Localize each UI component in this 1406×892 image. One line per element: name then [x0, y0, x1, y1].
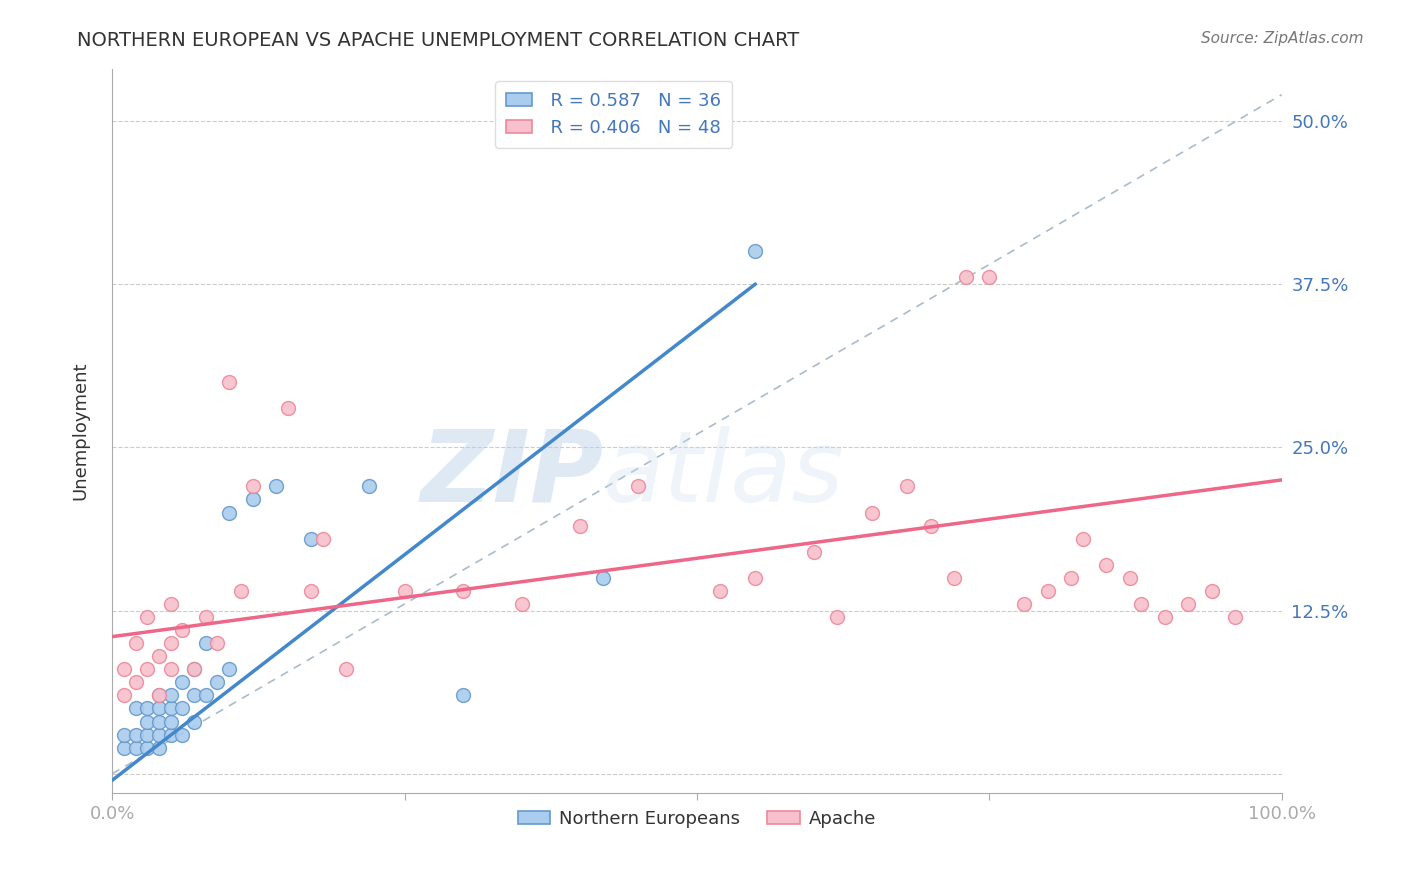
- Point: [136, 740, 159, 755]
- Point: [627, 479, 650, 493]
- Point: [136, 714, 159, 729]
- Point: [1095, 558, 1118, 572]
- Point: [183, 714, 205, 729]
- Point: [451, 583, 474, 598]
- Point: [218, 662, 240, 676]
- Point: [943, 571, 966, 585]
- Point: [136, 701, 159, 715]
- Point: [207, 675, 229, 690]
- Point: [183, 662, 205, 676]
- Point: [172, 728, 194, 742]
- Point: [1014, 597, 1036, 611]
- Point: [148, 740, 170, 755]
- Text: atlas: atlas: [603, 425, 845, 523]
- Point: [242, 492, 264, 507]
- Point: [277, 401, 299, 415]
- Point: [124, 701, 146, 715]
- Point: [299, 583, 322, 598]
- Point: [744, 571, 766, 585]
- Point: [744, 244, 766, 259]
- Point: [148, 701, 170, 715]
- Point: [312, 532, 335, 546]
- Point: [335, 662, 357, 676]
- Point: [1036, 583, 1059, 598]
- Point: [148, 728, 170, 742]
- Point: [159, 597, 181, 611]
- Point: [112, 689, 135, 703]
- Point: [159, 701, 181, 715]
- Point: [229, 583, 252, 598]
- Point: [112, 728, 135, 742]
- Point: [242, 479, 264, 493]
- Point: [194, 636, 217, 650]
- Point: [827, 610, 849, 624]
- Point: [1223, 610, 1246, 624]
- Point: [194, 610, 217, 624]
- Text: NORTHERN EUROPEAN VS APACHE UNEMPLOYMENT CORRELATION CHART: NORTHERN EUROPEAN VS APACHE UNEMPLOYMENT…: [77, 31, 800, 50]
- Point: [148, 649, 170, 664]
- Point: [860, 506, 883, 520]
- Point: [136, 610, 159, 624]
- Point: [1071, 532, 1094, 546]
- Point: [172, 701, 194, 715]
- Point: [1118, 571, 1140, 585]
- Point: [709, 583, 731, 598]
- Legend: Northern Europeans, Apache: Northern Europeans, Apache: [510, 803, 883, 835]
- Point: [218, 506, 240, 520]
- Point: [896, 479, 918, 493]
- Point: [569, 518, 592, 533]
- Point: [299, 532, 322, 546]
- Point: [1130, 597, 1153, 611]
- Point: [159, 728, 181, 742]
- Point: [1153, 610, 1175, 624]
- Point: [183, 689, 205, 703]
- Point: [510, 597, 533, 611]
- Point: [218, 375, 240, 389]
- Point: [148, 689, 170, 703]
- Point: [136, 662, 159, 676]
- Point: [955, 270, 977, 285]
- Point: [124, 636, 146, 650]
- Y-axis label: Unemployment: Unemployment: [72, 361, 89, 500]
- Point: [359, 479, 381, 493]
- Point: [172, 675, 194, 690]
- Point: [803, 545, 825, 559]
- Point: [136, 728, 159, 742]
- Point: [207, 636, 229, 650]
- Point: [920, 518, 942, 533]
- Point: [124, 740, 146, 755]
- Point: [159, 714, 181, 729]
- Point: [394, 583, 416, 598]
- Point: [148, 689, 170, 703]
- Point: [194, 689, 217, 703]
- Point: [451, 689, 474, 703]
- Point: [1201, 583, 1223, 598]
- Point: [112, 740, 135, 755]
- Point: [264, 479, 287, 493]
- Point: [124, 728, 146, 742]
- Point: [159, 689, 181, 703]
- Point: [1177, 597, 1199, 611]
- Point: [159, 636, 181, 650]
- Point: [148, 714, 170, 729]
- Text: Source: ZipAtlas.com: Source: ZipAtlas.com: [1201, 31, 1364, 46]
- Point: [124, 675, 146, 690]
- Point: [183, 662, 205, 676]
- Text: ZIP: ZIP: [420, 425, 603, 523]
- Point: [592, 571, 614, 585]
- Point: [112, 662, 135, 676]
- Point: [1060, 571, 1083, 585]
- Point: [979, 270, 1001, 285]
- Point: [159, 662, 181, 676]
- Point: [172, 623, 194, 637]
